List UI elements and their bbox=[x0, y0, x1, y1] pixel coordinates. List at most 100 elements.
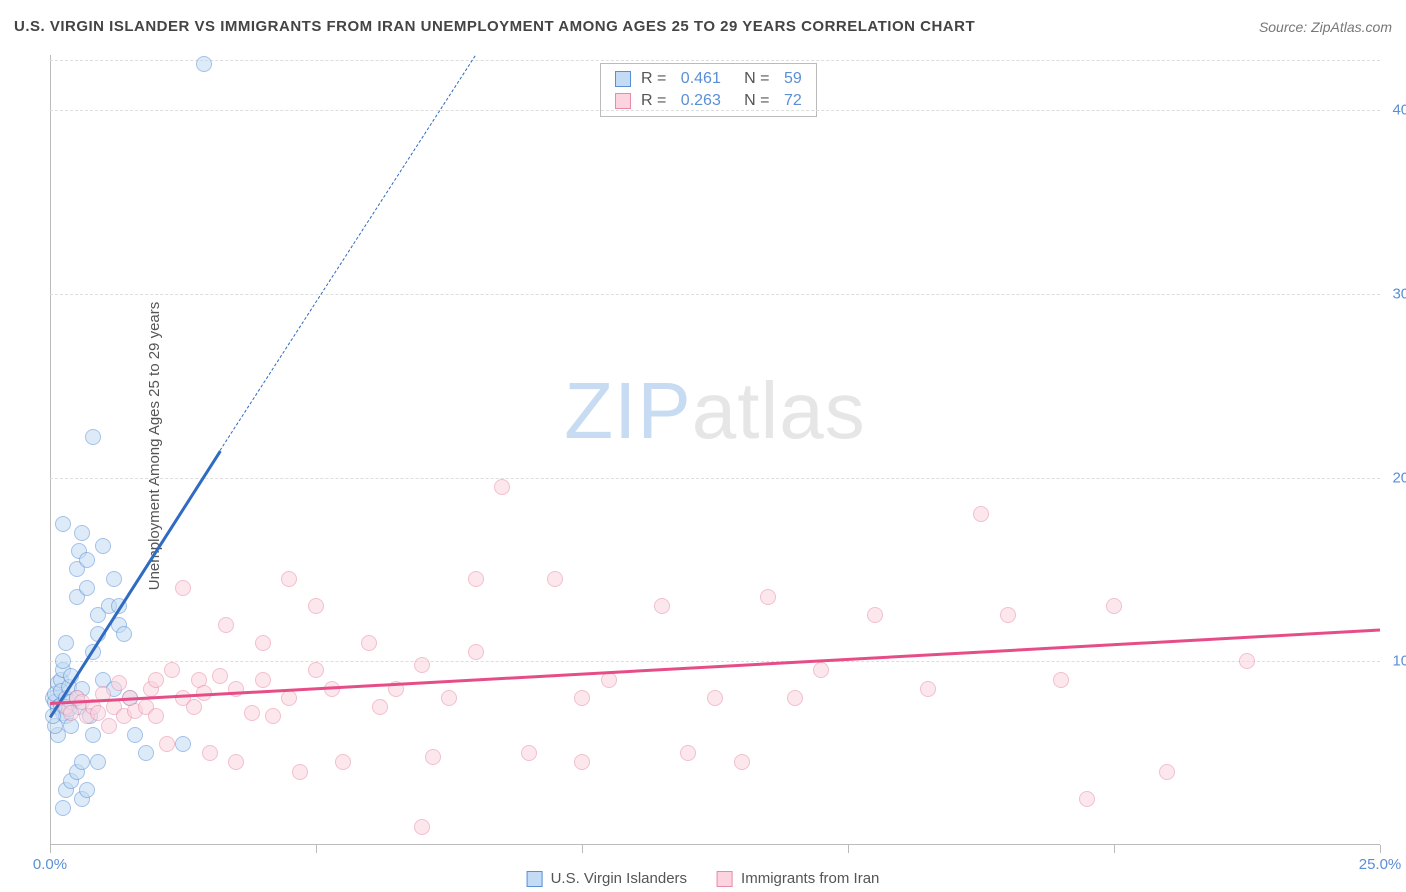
scatter-point bbox=[574, 690, 590, 706]
scatter-point bbox=[468, 571, 484, 587]
x-tick-label: 0.0% bbox=[33, 856, 67, 873]
x-axis bbox=[50, 844, 1380, 845]
scatter-point bbox=[361, 635, 377, 651]
r-label: R = bbox=[641, 70, 671, 88]
x-tick bbox=[848, 845, 849, 853]
grid-line bbox=[50, 478, 1380, 479]
scatter-point bbox=[973, 506, 989, 522]
r-value: 0.263 bbox=[681, 92, 721, 110]
n-label: N = bbox=[731, 70, 774, 88]
scatter-point bbox=[787, 690, 803, 706]
scatter-point bbox=[101, 718, 117, 734]
scatter-point bbox=[196, 56, 212, 72]
x-tick bbox=[582, 845, 583, 853]
scatter-point bbox=[138, 745, 154, 761]
r-label: R = bbox=[641, 92, 671, 110]
scatter-point bbox=[244, 705, 260, 721]
scatter-point bbox=[95, 538, 111, 554]
scatter-point bbox=[308, 662, 324, 678]
y-tick-label: 10.0% bbox=[1385, 653, 1406, 670]
trend-line bbox=[220, 55, 476, 451]
scatter-point bbox=[335, 754, 351, 770]
scatter-point bbox=[111, 675, 127, 691]
scatter-point bbox=[281, 571, 297, 587]
n-value: 59 bbox=[784, 70, 802, 88]
stats-row: R = 0.461 N = 59 bbox=[615, 68, 802, 90]
bottom-legend: U.S. Virgin Islanders Immigrants from Ira… bbox=[527, 870, 880, 887]
scatter-point bbox=[116, 626, 132, 642]
legend-label: U.S. Virgin Islanders bbox=[551, 870, 687, 887]
n-value: 72 bbox=[784, 92, 802, 110]
watermark-part2: atlas bbox=[692, 366, 866, 455]
grid-line bbox=[50, 294, 1380, 295]
watermark-part1: ZIP bbox=[564, 366, 691, 455]
scatter-point bbox=[680, 745, 696, 761]
scatter-point bbox=[654, 598, 670, 614]
x-tick bbox=[1114, 845, 1115, 853]
scatter-point bbox=[202, 745, 218, 761]
chart-title: U.S. VIRGIN ISLANDER VS IMMIGRANTS FROM … bbox=[14, 18, 975, 35]
scatter-point bbox=[707, 690, 723, 706]
scatter-point bbox=[1079, 791, 1095, 807]
scatter-point bbox=[1000, 607, 1016, 623]
scatter-point bbox=[186, 699, 202, 715]
scatter-point bbox=[292, 764, 308, 780]
r-value: 0.461 bbox=[681, 70, 721, 88]
scatter-point bbox=[58, 635, 74, 651]
scatter-point bbox=[372, 699, 388, 715]
scatter-point bbox=[148, 672, 164, 688]
scatter-point bbox=[90, 754, 106, 770]
scatter-point bbox=[308, 598, 324, 614]
scatter-point bbox=[74, 754, 90, 770]
legend-swatch bbox=[615, 71, 631, 87]
scatter-point bbox=[601, 672, 617, 688]
scatter-point bbox=[79, 580, 95, 596]
scatter-point bbox=[55, 653, 71, 669]
scatter-point bbox=[414, 819, 430, 835]
scatter-point bbox=[55, 516, 71, 532]
y-tick-label: 30.0% bbox=[1385, 285, 1406, 302]
x-tick bbox=[50, 845, 51, 853]
stats-legend: R = 0.461 N = 59R = 0.263 N = 72 bbox=[600, 63, 817, 117]
scatter-point bbox=[175, 736, 191, 752]
legend-swatch bbox=[615, 93, 631, 109]
scatter-point bbox=[218, 617, 234, 633]
scatter-point bbox=[265, 708, 281, 724]
scatter-point bbox=[74, 525, 90, 541]
legend-label: Immigrants from Iran bbox=[741, 870, 879, 887]
scatter-point bbox=[1106, 598, 1122, 614]
scatter-point bbox=[425, 749, 441, 765]
scatter-point bbox=[760, 589, 776, 605]
scatter-point bbox=[79, 782, 95, 798]
scatter-point bbox=[85, 429, 101, 445]
y-tick-label: 40.0% bbox=[1385, 102, 1406, 119]
watermark: ZIPatlas bbox=[564, 365, 865, 457]
x-tick bbox=[316, 845, 317, 853]
chart-source: Source: ZipAtlas.com bbox=[1259, 19, 1392, 35]
scatter-point bbox=[920, 681, 936, 697]
scatter-plot: ZIPatlas R = 0.461 N = 59R = 0.263 N = 7… bbox=[50, 55, 1380, 845]
scatter-point bbox=[1159, 764, 1175, 780]
scatter-point bbox=[813, 662, 829, 678]
x-tick-label: 25.0% bbox=[1359, 856, 1402, 873]
scatter-point bbox=[281, 690, 297, 706]
y-tick-label: 20.0% bbox=[1385, 469, 1406, 486]
scatter-point bbox=[574, 754, 590, 770]
scatter-point bbox=[255, 635, 271, 651]
stats-row: R = 0.263 N = 72 bbox=[615, 90, 802, 112]
scatter-point bbox=[175, 580, 191, 596]
scatter-point bbox=[494, 479, 510, 495]
legend-item: Immigrants from Iran bbox=[717, 870, 879, 887]
legend-item: U.S. Virgin Islanders bbox=[527, 870, 687, 887]
scatter-point bbox=[468, 644, 484, 660]
scatter-point bbox=[55, 800, 71, 816]
grid-line bbox=[50, 60, 1380, 61]
x-tick bbox=[1380, 845, 1381, 853]
scatter-point bbox=[867, 607, 883, 623]
scatter-point bbox=[734, 754, 750, 770]
grid-line bbox=[50, 661, 1380, 662]
scatter-point bbox=[148, 708, 164, 724]
scatter-point bbox=[414, 657, 430, 673]
scatter-point bbox=[547, 571, 563, 587]
scatter-point bbox=[127, 727, 143, 743]
